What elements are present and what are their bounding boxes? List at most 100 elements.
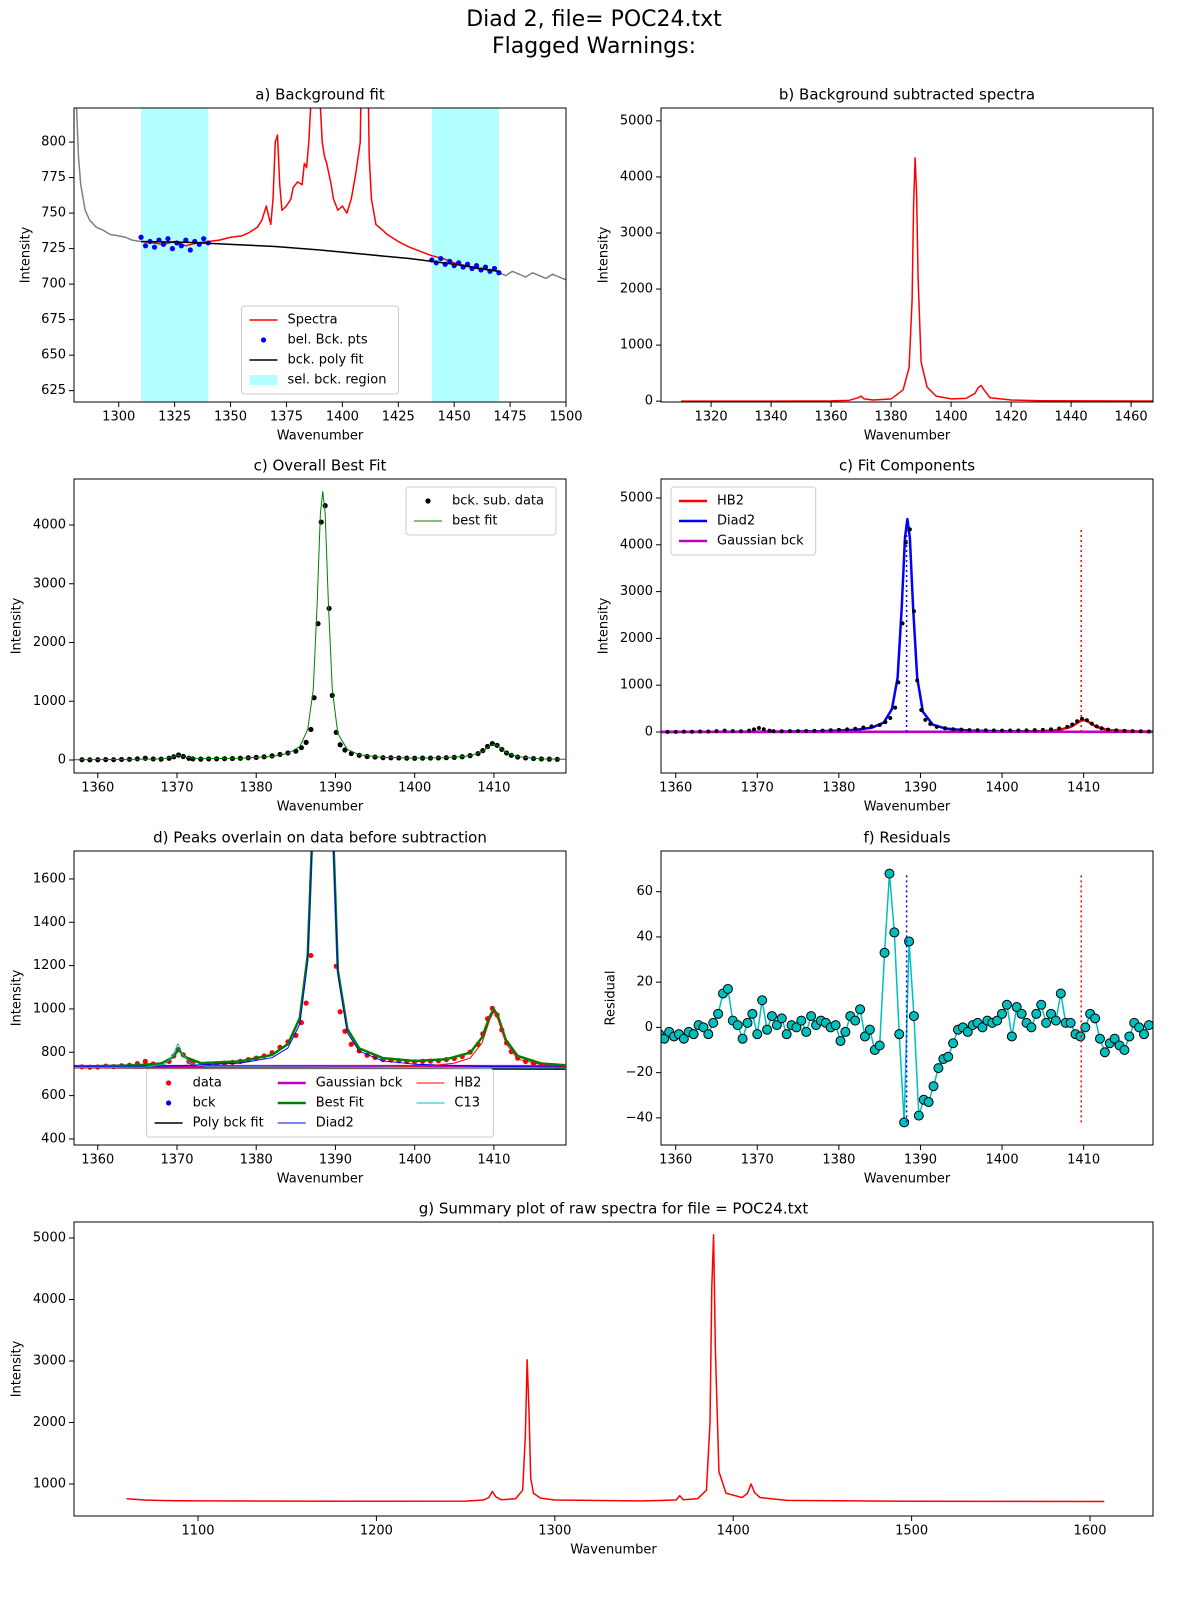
- y-tick-label: 800: [41, 135, 66, 150]
- y-tick-label: 725: [41, 241, 66, 256]
- data-marker: [703, 1029, 714, 1040]
- x-tick-label: 1600: [1073, 1524, 1106, 1539]
- x-tick-label: 1380: [875, 410, 908, 425]
- data-point: [1065, 724, 1070, 729]
- x-tick-label: 1400: [398, 781, 431, 796]
- legend-label: best fit: [452, 514, 498, 529]
- data-marker: [1050, 1015, 1061, 1026]
- data-marker: [928, 1081, 939, 1092]
- data-marker: [737, 1033, 748, 1044]
- y-tick-label: 4000: [33, 1292, 66, 1307]
- data-marker: [889, 927, 900, 938]
- legend-box: [670, 486, 817, 556]
- x-tick-label: 1475: [494, 410, 527, 425]
- data-marker: [855, 1004, 866, 1015]
- y-tick-label: 3000: [620, 584, 653, 599]
- y-tick-label: 1400: [33, 915, 66, 930]
- x-tick-label: 1410: [477, 781, 510, 796]
- data-point: [337, 1009, 343, 1015]
- data-point: [438, 255, 444, 262]
- y-tick-label: 20: [636, 975, 653, 990]
- data-marker: [830, 1020, 841, 1031]
- x-tick-label: 1360: [659, 1153, 692, 1168]
- data-marker: [713, 1008, 724, 1019]
- y-tick-label: 40: [636, 929, 653, 944]
- data-point: [756, 726, 761, 731]
- panel-title: c) Fit Components: [839, 457, 975, 475]
- x-tick-label: 1450: [438, 410, 471, 425]
- data-point: [1070, 722, 1075, 727]
- data-point: [771, 729, 776, 734]
- data-line: [140, 108, 500, 273]
- y-tick-label: 1000: [620, 678, 653, 693]
- x-tick-label: 1400: [986, 1153, 1019, 1168]
- y-axis-label: Intensity: [597, 597, 612, 654]
- data-point: [888, 715, 893, 720]
- data-point: [896, 680, 901, 685]
- panel-title: a) Background fit: [255, 86, 385, 104]
- panel: c) Overall Best Fit 1360 1370 1380 1390 1400 1…: [10, 457, 567, 815]
- legend-label: bck. sub. data: [452, 494, 544, 509]
- y-tick-label: 750: [41, 206, 66, 221]
- legend: Spectra bel. Bck. pts bck. poly fit sel. bc…: [241, 305, 399, 395]
- axes-frame: [660, 850, 1154, 1146]
- data-marker: [1139, 1029, 1150, 1040]
- data-point: [342, 747, 348, 753]
- y-tick-label: 600: [41, 1088, 66, 1103]
- axes-frame: [73, 107, 567, 403]
- data-marker: [722, 983, 733, 994]
- data-point: [1016, 728, 1021, 733]
- data-marker: [1016, 1008, 1027, 1019]
- y-tick-label: 0: [645, 1020, 653, 1035]
- x-tick-label: 1390: [904, 1153, 937, 1168]
- legend-box: [241, 305, 399, 395]
- data-point: [722, 728, 727, 733]
- panel: d) Peaks overlain on data before subtrac…: [10, 829, 567, 1187]
- data-point: [983, 728, 988, 733]
- y-tick-label: 400: [41, 1131, 66, 1146]
- data-point: [836, 727, 841, 732]
- data-point: [142, 243, 149, 249]
- data-line: [141, 240, 500, 273]
- data-marker: [1109, 1033, 1120, 1044]
- x-tick-label: 1370: [160, 1153, 193, 1168]
- data-marker: [688, 1029, 699, 1040]
- data-point: [975, 728, 980, 733]
- panel: a) Background fit 1300 1325 1350 1375 1400 142…: [19, 86, 583, 444]
- data-point: [1049, 727, 1054, 732]
- panel-title: f) Residuals: [863, 829, 950, 847]
- x-axis-label: Wavenumber: [277, 429, 364, 444]
- x-tick-label: 1390: [319, 1153, 352, 1168]
- data-marker: [835, 1035, 846, 1046]
- x-tick-label: 1380: [822, 1153, 855, 1168]
- y-tick-label: 775: [41, 170, 66, 185]
- data-point: [183, 237, 189, 243]
- data-point: [160, 241, 167, 247]
- data-point: [796, 729, 801, 734]
- x-axis-label: Wavenumber: [277, 800, 364, 815]
- x-tick-label: 1380: [240, 1153, 273, 1168]
- data-point: [828, 728, 833, 733]
- data-marker: [732, 1020, 743, 1031]
- data-point: [174, 240, 180, 246]
- data-point: [178, 243, 184, 249]
- data-point: [1106, 727, 1111, 732]
- data-point: [269, 753, 275, 759]
- data-point: [738, 729, 743, 734]
- y-tick-label: 2000: [33, 635, 66, 650]
- data-point: [928, 722, 933, 727]
- x-tick-label: 1320: [695, 410, 728, 425]
- x-tick-label: 1400: [398, 1153, 431, 1168]
- data-marker: [806, 1011, 817, 1022]
- data-point: [166, 755, 172, 761]
- x-tick-label: 1360: [659, 781, 692, 796]
- data-point: [1146, 729, 1151, 734]
- legend-handle: [425, 498, 431, 504]
- data-marker: [766, 1011, 777, 1022]
- data-point: [303, 739, 309, 745]
- data-point: [1032, 728, 1037, 733]
- y-tick-label: 0: [58, 753, 66, 768]
- data-marker: [1055, 988, 1066, 999]
- data-point: [303, 1000, 309, 1006]
- x-axis-label: Wavenumber: [864, 429, 951, 444]
